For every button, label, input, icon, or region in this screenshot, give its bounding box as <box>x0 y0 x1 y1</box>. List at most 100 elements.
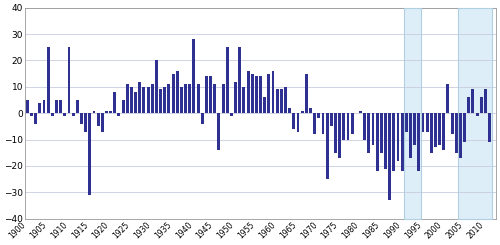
Bar <box>359 110 362 113</box>
Bar <box>463 113 466 142</box>
Bar <box>300 110 304 113</box>
Bar <box>313 113 316 134</box>
Bar <box>242 87 246 113</box>
Bar <box>46 47 50 113</box>
Bar <box>30 113 33 116</box>
Bar <box>484 89 487 113</box>
Bar <box>251 74 254 113</box>
Bar <box>472 89 474 113</box>
Bar <box>59 100 62 113</box>
Bar <box>372 113 374 145</box>
Bar <box>114 92 116 113</box>
Bar <box>151 84 154 113</box>
Bar <box>68 47 70 113</box>
Bar <box>159 89 162 113</box>
Bar <box>488 113 491 142</box>
Bar <box>238 47 241 113</box>
Bar <box>422 113 424 132</box>
Bar <box>318 113 320 118</box>
Bar <box>34 113 37 124</box>
Bar <box>259 76 262 113</box>
Bar <box>64 113 66 116</box>
Bar <box>196 84 200 113</box>
Bar <box>350 113 354 134</box>
Bar <box>388 113 391 200</box>
Bar <box>396 113 400 161</box>
Bar <box>122 100 124 113</box>
Bar <box>442 113 445 150</box>
Bar <box>334 113 337 153</box>
Bar <box>276 89 278 113</box>
Bar <box>214 84 216 113</box>
Bar <box>255 76 258 113</box>
Bar <box>201 113 203 124</box>
Bar <box>392 113 396 171</box>
Bar <box>426 113 428 132</box>
Bar <box>118 113 120 116</box>
Bar <box>168 84 170 113</box>
Bar <box>409 113 412 158</box>
Bar <box>280 89 283 113</box>
Bar <box>188 84 191 113</box>
Bar <box>376 113 378 171</box>
Bar <box>42 100 45 113</box>
Bar <box>72 113 74 116</box>
Bar <box>234 82 237 113</box>
Bar <box>205 76 208 113</box>
Bar <box>222 84 224 113</box>
Bar <box>184 84 187 113</box>
Bar <box>288 108 291 113</box>
Bar <box>296 113 300 132</box>
Bar <box>26 100 29 113</box>
Bar <box>450 113 454 134</box>
Bar <box>404 8 421 219</box>
Bar <box>51 113 54 116</box>
Bar <box>405 113 408 132</box>
Bar <box>105 110 108 113</box>
Bar <box>272 71 274 113</box>
Bar <box>384 113 387 169</box>
Bar <box>246 71 250 113</box>
Bar <box>380 113 383 153</box>
Bar <box>126 84 128 113</box>
Bar <box>446 84 450 113</box>
Bar <box>38 103 42 113</box>
Bar <box>418 113 420 171</box>
Bar <box>322 113 324 134</box>
Bar <box>109 110 112 113</box>
Bar <box>180 87 183 113</box>
Bar <box>80 113 83 124</box>
Bar <box>176 71 178 113</box>
Bar <box>480 97 482 113</box>
Bar <box>430 113 432 153</box>
Bar <box>84 113 87 132</box>
Bar <box>55 100 58 113</box>
Bar <box>309 108 312 113</box>
Bar <box>76 100 79 113</box>
Bar <box>346 113 350 140</box>
Bar <box>101 113 103 132</box>
Bar <box>455 113 458 153</box>
Bar <box>459 113 462 158</box>
Bar <box>438 113 441 145</box>
Bar <box>142 87 146 113</box>
Bar <box>342 113 345 140</box>
Bar <box>476 113 478 116</box>
Bar <box>400 113 404 171</box>
Bar <box>155 61 158 113</box>
Bar <box>284 87 287 113</box>
Bar <box>434 113 437 147</box>
Bar <box>88 113 92 195</box>
Bar <box>130 87 133 113</box>
Bar <box>326 113 328 179</box>
Bar <box>92 110 96 113</box>
Bar <box>138 82 141 113</box>
Bar <box>230 113 233 116</box>
Bar <box>368 113 370 153</box>
Bar <box>218 113 220 150</box>
Bar <box>268 74 270 113</box>
Bar <box>192 39 196 113</box>
Bar <box>172 74 174 113</box>
Bar <box>338 113 341 158</box>
Bar <box>330 113 333 126</box>
